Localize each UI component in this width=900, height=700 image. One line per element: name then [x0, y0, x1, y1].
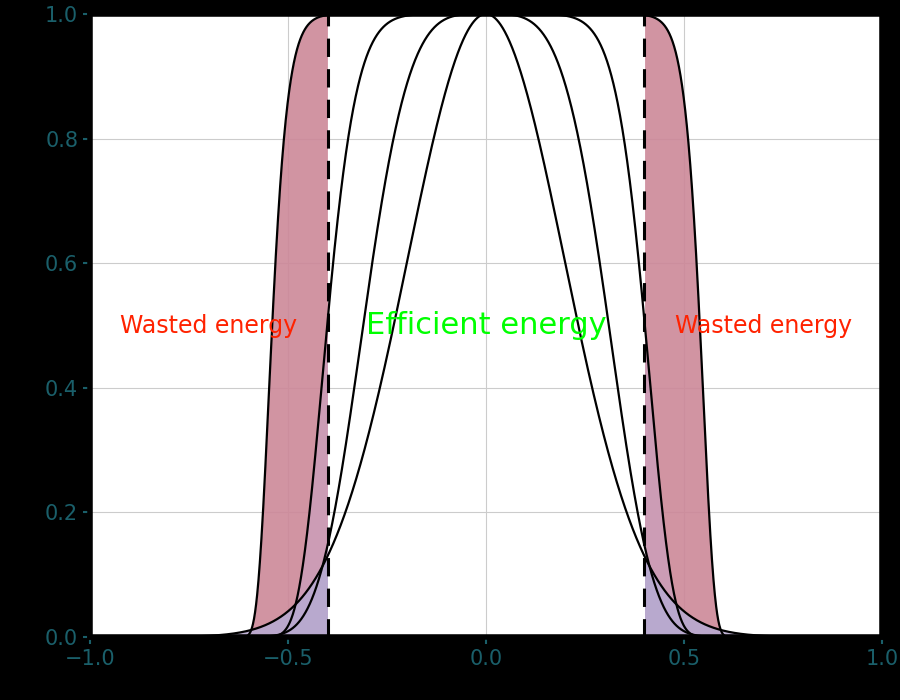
Text: Wasted energy: Wasted energy [675, 314, 851, 337]
Text: Wasted energy: Wasted energy [121, 314, 297, 337]
Text: Efficient energy: Efficient energy [365, 311, 607, 340]
